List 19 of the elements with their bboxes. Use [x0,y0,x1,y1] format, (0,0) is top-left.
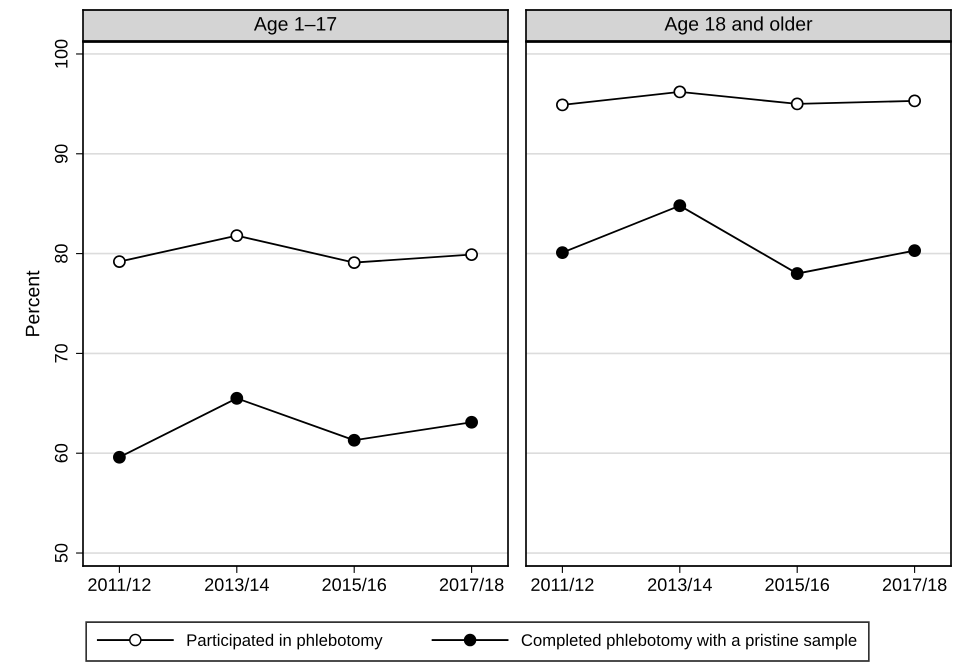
x-tick-label: 2017/18 [882,578,946,592]
y-axis-title: Percent [26,270,40,336]
y-tick-label: 50 [54,544,68,562]
chart-title: Age 1–17 [254,17,336,35]
legend-label: Completed phlebotomy with a pristine sample [522,634,856,650]
x-tick-label: 2011/12 [88,578,150,592]
y-tick-label: 90 [54,144,68,163]
x-tick-label: 2011/12 [531,578,594,592]
legend-label: Participated in phlebotomy [188,634,383,650]
y-tick-label: 60 [54,444,68,462]
x-tick-label: 2015/16 [765,578,830,592]
x-tick-label: 2013/14 [205,578,269,592]
x-tick-label: 2017/18 [440,578,504,592]
y-tick-label: 80 [54,244,68,263]
chart-title: Age 18 and older [664,16,812,35]
y-tick-label: 70 [54,344,68,363]
y-tick-label: 100 [54,40,68,68]
x-tick-label: 2015/16 [322,578,386,592]
x-tick-label: 2013/14 [648,578,712,592]
